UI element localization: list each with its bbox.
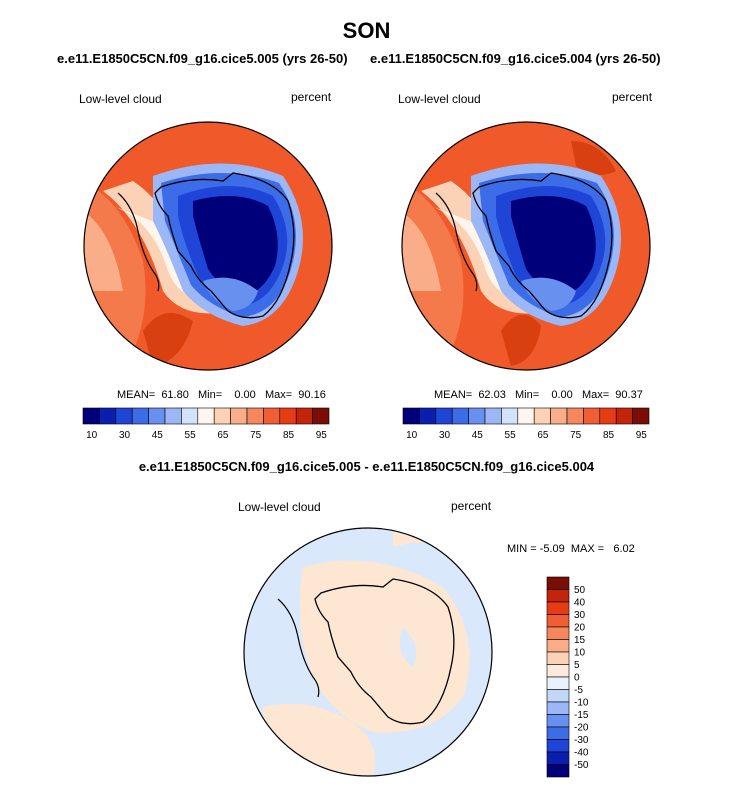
- colorbar-tick-label: 30: [119, 430, 131, 441]
- colorbar-swatch: [546, 614, 570, 628]
- colorbar-tick-label: 85: [283, 430, 295, 441]
- colorbar-swatch: [546, 626, 570, 640]
- colorbar-swatch: [546, 739, 570, 753]
- colorbar-swatch: [550, 407, 568, 425]
- diff-units-label: percent: [451, 499, 492, 513]
- left-stats: MEAN= 61.80 Min= 0.00 Max= 90.16: [117, 389, 326, 401]
- colorbar-swatch: [546, 726, 570, 740]
- colorbar-tick-label: 85: [603, 430, 615, 441]
- colorbar-tick-label: -30: [574, 735, 589, 746]
- colorbar-swatch: [484, 407, 502, 425]
- right-polar-map: [401, 121, 651, 371]
- colorbar-swatch: [468, 407, 486, 425]
- colorbar-swatch: [213, 407, 231, 425]
- colorbar-tick-label: 0: [574, 673, 580, 684]
- colorbar-tick-label: 50: [574, 585, 586, 596]
- subtitle-left: e.e11.E1850C5CN.f09_g16.cice5.005 (yrs 2…: [57, 51, 348, 66]
- colorbar-tick-label: 75: [250, 430, 262, 441]
- colorbar-swatch: [419, 407, 437, 425]
- colorbar-swatch: [517, 407, 535, 425]
- colorbar-swatch: [181, 407, 199, 425]
- colorbar-tick-label: 40: [574, 598, 586, 609]
- right-variable-label: Low-level cloud: [398, 92, 481, 106]
- colorbar-swatch: [402, 407, 420, 425]
- colorbar-swatch: [115, 407, 133, 425]
- right-colorbar: 10 30 45 55 65 75 85 95: [402, 407, 650, 441]
- colorbar-swatch: [82, 407, 100, 425]
- colorbar-tick-label: 95: [636, 430, 648, 441]
- colorbar-tick-label: 45: [152, 430, 164, 441]
- colorbar-swatch: [546, 751, 570, 765]
- colorbar-swatch: [279, 407, 297, 425]
- colorbar-tick-label: 65: [537, 430, 549, 441]
- colorbar-tick-label: 75: [570, 430, 582, 441]
- colorbar-swatch: [546, 701, 570, 715]
- diff-variable-label: Low-level cloud: [238, 500, 321, 514]
- colorbar-swatch: [566, 407, 584, 425]
- colorbar-tick-label: 30: [574, 610, 586, 621]
- colorbar-swatch: [546, 576, 570, 590]
- colorbar-tick-label: 95: [316, 430, 328, 441]
- figure-title: SON: [342, 18, 391, 43]
- colorbar-swatch: [546, 651, 570, 665]
- right-stats: MEAN= 62.03 Min= 0.00 Max= 90.37: [434, 389, 643, 401]
- colorbar-tick-label: -40: [574, 748, 589, 759]
- colorbar-swatch: [546, 589, 570, 603]
- colorbar-tick-label: 15: [574, 635, 586, 646]
- colorbar-swatch: [546, 664, 570, 678]
- colorbar-swatch: [546, 601, 570, 615]
- colorbar-swatch: [583, 407, 601, 425]
- right-units-label: percent: [612, 90, 653, 104]
- colorbar-swatch: [546, 689, 570, 703]
- difference-title: e.e11.E1850C5CN.f09_g16.cice5.005 - e.e1…: [138, 459, 595, 474]
- colorbar-tick-label: 30: [439, 430, 451, 441]
- colorbar-swatch: [295, 407, 313, 425]
- colorbar-swatch: [312, 407, 330, 425]
- colorbar-swatch: [230, 407, 248, 425]
- colorbar-swatch: [546, 676, 570, 690]
- left-colorbar: 10 30 45 55 65 75 85 95: [82, 407, 330, 441]
- colorbar-swatch: [435, 407, 453, 425]
- subtitle-right: e.e11.E1850C5CN.f09_g16.cice5.004 (yrs 2…: [370, 51, 661, 66]
- colorbar-swatch: [546, 639, 570, 653]
- colorbar-swatch: [599, 407, 617, 425]
- colorbar-tick-label: 10: [406, 430, 418, 441]
- colorbar-swatch: [197, 407, 215, 425]
- colorbar-tick-label: 45: [472, 430, 484, 441]
- colorbar-tick-label: 55: [185, 430, 197, 441]
- colorbar-tick-label: 10: [86, 430, 98, 441]
- colorbar-tick-label: 55: [505, 430, 517, 441]
- left-polar-map: [83, 121, 333, 371]
- colorbar-swatch: [148, 407, 166, 425]
- colorbar-tick-label: -5: [574, 685, 583, 696]
- colorbar-tick-label: -20: [574, 723, 589, 734]
- colorbar-swatch: [99, 407, 117, 425]
- colorbar-swatch: [451, 407, 469, 425]
- colorbar-swatch: [501, 407, 519, 425]
- colorbar-swatch: [533, 407, 551, 425]
- colorbar-swatch: [246, 407, 264, 425]
- colorbar-tick-label: 65: [217, 430, 229, 441]
- colorbar-tick-label: 10: [574, 648, 586, 659]
- left-variable-label: Low-level cloud: [79, 92, 162, 106]
- colorbar-tick-label: 5: [574, 660, 580, 671]
- colorbar-tick-label: 20: [574, 623, 586, 634]
- colorbar-swatch: [546, 714, 570, 728]
- colorbar-swatch: [615, 407, 633, 425]
- colorbar-swatch: [632, 407, 650, 425]
- difference-polar-map: [243, 527, 493, 777]
- colorbar-tick-label: -15: [574, 710, 589, 721]
- colorbar-swatch: [131, 407, 149, 425]
- left-units-label: percent: [291, 90, 332, 104]
- colorbar-swatch: [546, 764, 570, 778]
- colorbar-swatch: [263, 407, 281, 425]
- colorbar-tick-label: -50: [574, 760, 589, 771]
- diff-minmax: MIN = -5.09 MAX = 6.02: [507, 543, 635, 555]
- colorbar-tick-label: -10: [574, 698, 589, 709]
- colorbar-swatch: [164, 407, 182, 425]
